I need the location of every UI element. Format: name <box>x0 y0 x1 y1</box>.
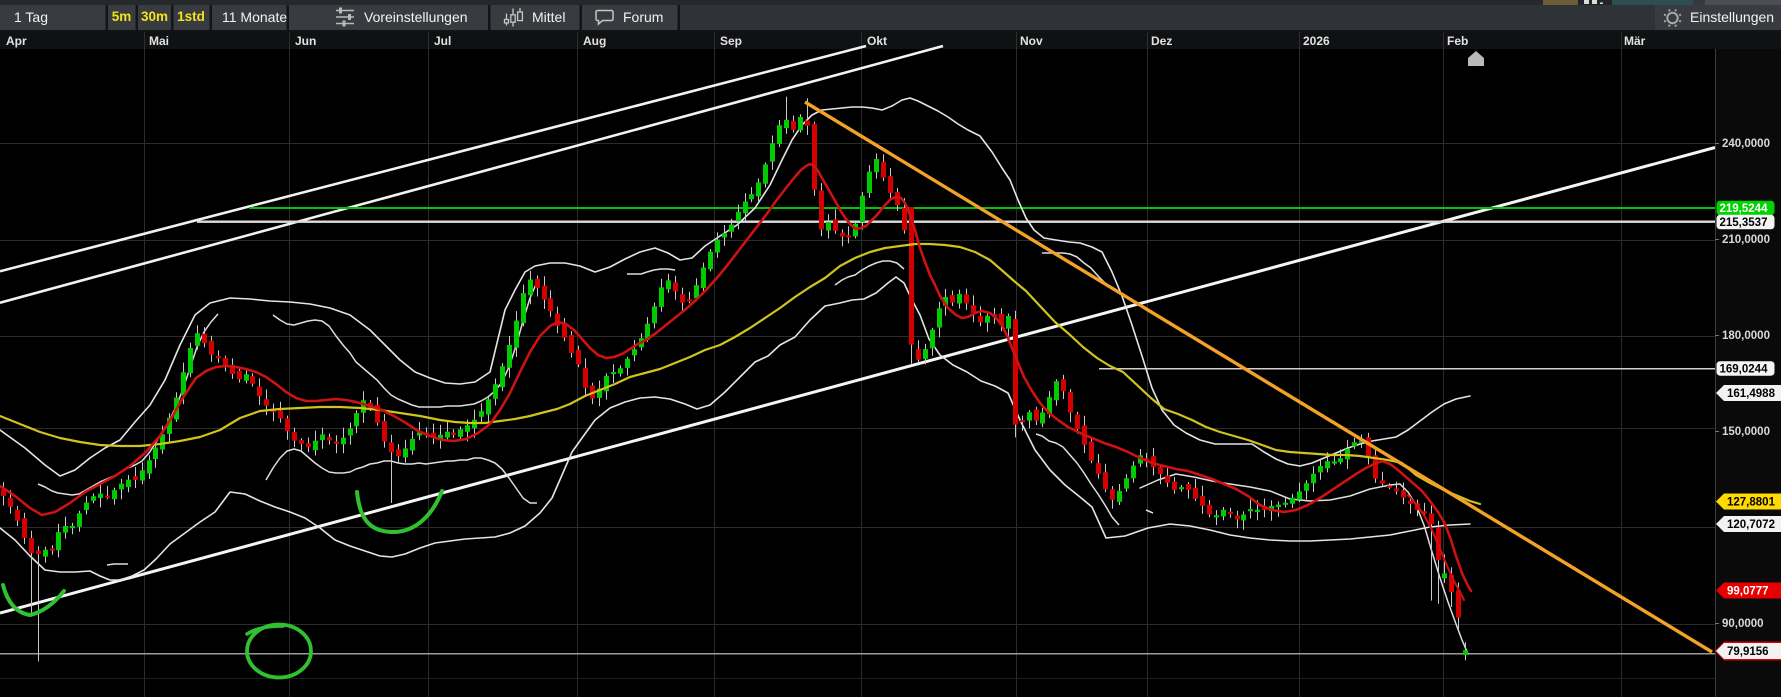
svg-text:161,4988: 161,4988 <box>1727 388 1776 400</box>
svg-text:90,0000: 90,0000 <box>1722 618 1764 630</box>
svg-text:180,0000: 180,0000 <box>1722 330 1770 342</box>
svg-text:79,9156: 79,9156 <box>1727 646 1769 658</box>
svg-text:210,0000: 210,0000 <box>1722 234 1770 246</box>
svg-text:127,8801: 127,8801 <box>1727 497 1776 509</box>
svg-text:219,5244: 219,5244 <box>1720 203 1769 215</box>
svg-text:120,7072: 120,7072 <box>1727 519 1775 531</box>
svg-text:169,0244: 169,0244 <box>1720 364 1769 376</box>
svg-text:150,0000: 150,0000 <box>1722 426 1770 438</box>
svg-text:240,0000: 240,0000 <box>1722 138 1770 150</box>
svg-text:99,0777: 99,0777 <box>1727 586 1769 598</box>
svg-text:215,3537: 215,3537 <box>1720 217 1768 229</box>
